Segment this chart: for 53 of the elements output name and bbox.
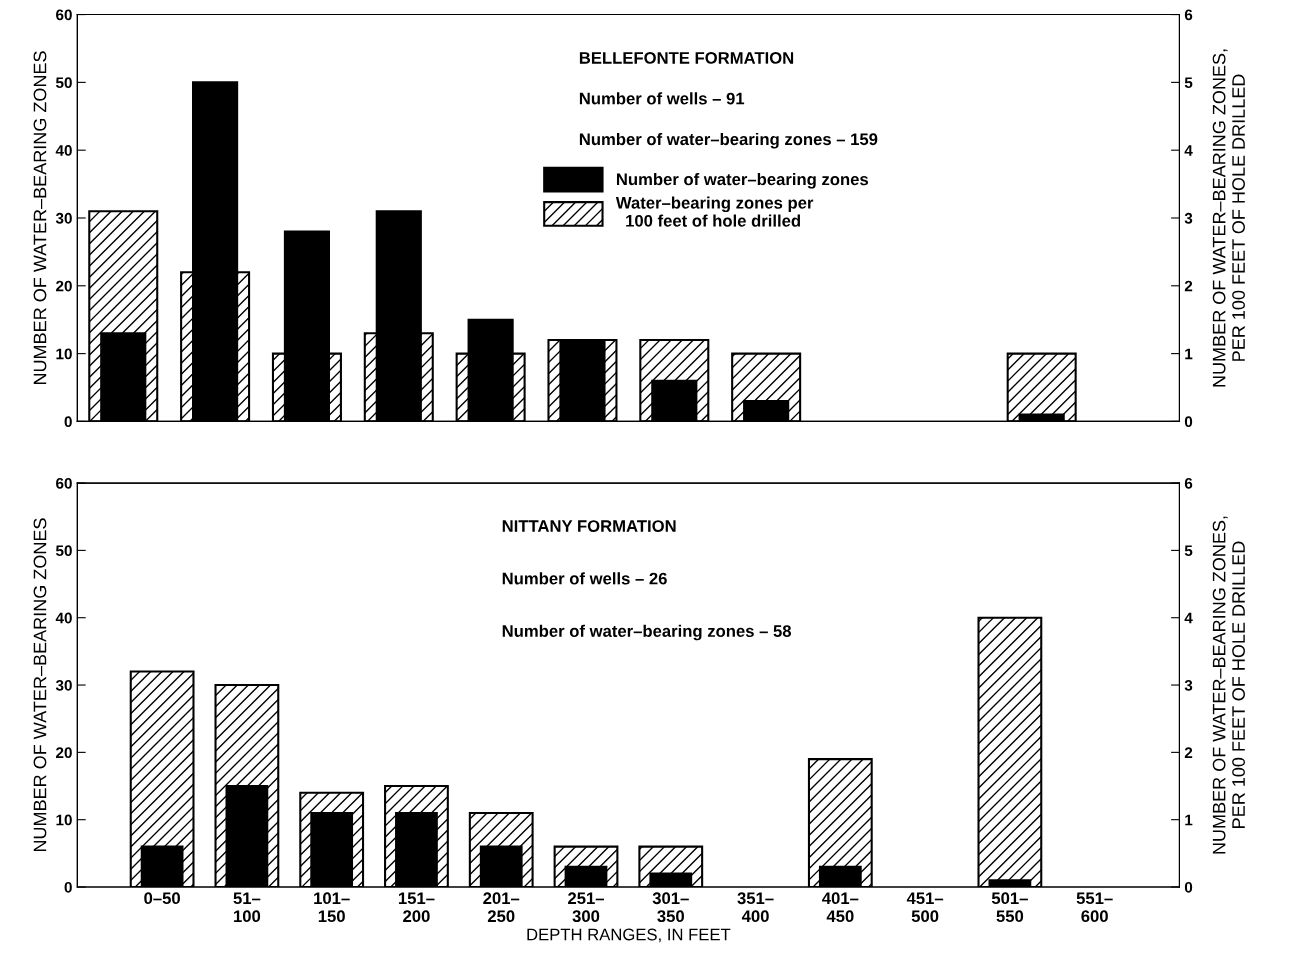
y-tick-label: 40 [55, 612, 72, 624]
y-tick-label: 20 [56, 747, 72, 759]
y-tick-label: 0 [64, 881, 72, 893]
y2-tick-label: 3 [1184, 212, 1193, 224]
y-tick-label: 50 [55, 545, 72, 557]
y2-tick-label: 1 [1185, 814, 1193, 826]
annotation: Number of wells – 91 [579, 92, 745, 105]
y2-axis-title: NUMBER OF WATER–BEARING ZONES, PER 100 FEET OF HOLE DRILLED [1212, 49, 1245, 387]
y2-tick-label: 1 [1185, 348, 1193, 360]
annotation: Number of water–bearing zones – 58 [502, 624, 792, 641]
x-tick-label: 201– 250 [483, 892, 520, 923]
y-tick-label: 60 [56, 9, 72, 21]
y2-tick-label: 6 [1184, 477, 1193, 489]
y2-tick-label: 5 [1184, 77, 1193, 89]
annotation: BELLEFONTE FORMATION [579, 51, 794, 64]
y-axis-title: NUMBER OF WATER–BEARING ZONES [33, 51, 47, 385]
y-tick-label: 10 [56, 348, 72, 360]
legend-label: Water–bearing zones per 100 feet of hole drilled [615, 196, 814, 227]
y2-tick-label: 4 [1184, 145, 1193, 156]
annotation: Number of wells – 26 [502, 572, 667, 585]
y2-tick-label: 6 [1184, 9, 1193, 21]
y-tick-label: 60 [56, 477, 72, 489]
y-tick-label: 50 [55, 77, 72, 89]
y-tick-label: 30 [55, 679, 72, 691]
y2-tick-label: 0 [1184, 416, 1193, 428]
y-tick-label: 0 [64, 416, 72, 428]
y2-tick-label: 5 [1184, 545, 1193, 557]
x-tick-label: 451– 500 [906, 892, 944, 923]
x-tick-label: 351– 400 [737, 892, 774, 923]
x-tick-label: 0–50 [144, 892, 180, 905]
x-axis-title: DEPTH RANGES, IN FEET [527, 928, 731, 943]
x-tick-label: 501– 550 [991, 892, 1028, 923]
x-tick-label: 251– 300 [568, 892, 605, 923]
x-tick-label: 51– 100 [233, 892, 261, 923]
x-tick-label: 101– 150 [314, 892, 350, 923]
y-tick-label: 40 [55, 145, 72, 156]
x-tick-label: 151– 200 [398, 892, 435, 923]
y2-tick-label: 0 [1184, 881, 1193, 893]
x-tick-label: 301– 350 [652, 892, 689, 923]
y-tick-label: 20 [56, 280, 72, 292]
y2-tick-label: 4 [1184, 612, 1193, 624]
y-tick-label: 30 [55, 212, 72, 224]
x-tick-label: 401– 450 [822, 892, 859, 923]
y-axis-title: NUMBER OF WATER–BEARING ZONES [33, 518, 47, 852]
y2-tick-label: 3 [1184, 679, 1193, 691]
y2-tick-label: 2 [1184, 747, 1193, 758]
annotation: Number of water–bearing zones – 159 [579, 132, 878, 149]
x-tick-label: 551– 600 [1076, 892, 1113, 923]
y2-axis-title: NUMBER OF WATER–BEARING ZONES, PER 100 FEET OF HOLE DRILLED [1212, 516, 1245, 854]
annotation: NITTANY FORMATION [502, 520, 676, 532]
y2-tick-label: 2 [1184, 280, 1193, 292]
legend-label: Number of water–bearing zones [616, 172, 869, 189]
y-tick-label: 10 [56, 814, 72, 826]
